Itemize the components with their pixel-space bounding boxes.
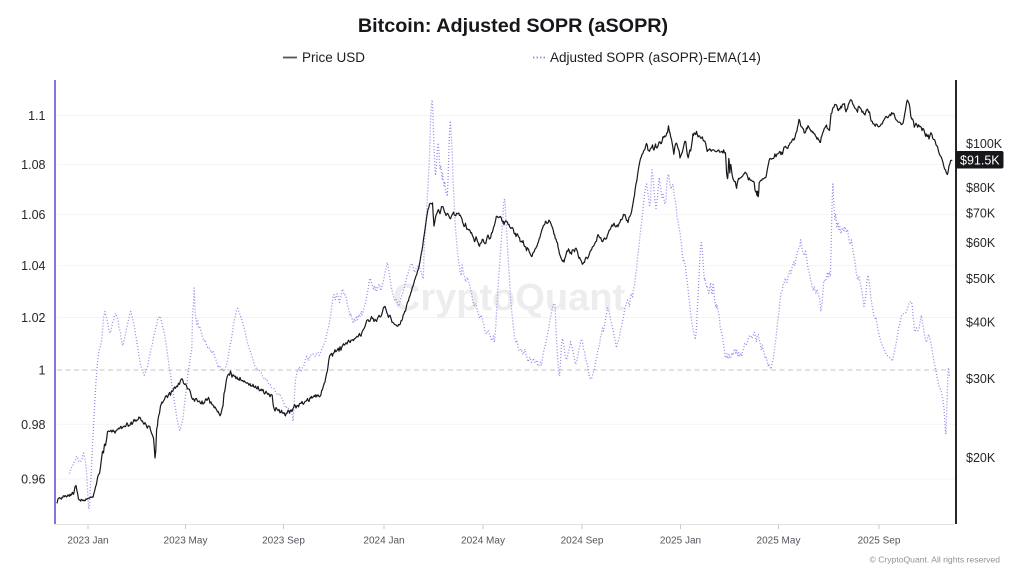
svg-text:CryptoQuant: CryptoQuant [393,277,626,319]
svg-text:2023 Sep: 2023 Sep [262,536,305,547]
svg-text:$80K: $80K [966,181,996,195]
svg-text:2025 Sep: 2025 Sep [858,536,901,547]
svg-text:Bitcoin: Adjusted SOPR (aSOPR): Bitcoin: Adjusted SOPR (aSOPR) [358,15,668,37]
svg-text:0.98: 0.98 [21,418,45,432]
svg-text:Price USD: Price USD [302,50,365,65]
svg-text:2023 Jan: 2023 Jan [67,536,108,547]
svg-text:$91.5K: $91.5K [960,153,1000,167]
svg-text:1.08: 1.08 [21,158,45,172]
svg-text:2024 Jan: 2024 Jan [363,536,404,547]
svg-text:© CryptoQuant. All rights rese: © CryptoQuant. All rights reserved [869,555,1000,565]
svg-text:$20K: $20K [966,451,996,465]
svg-text:0.96: 0.96 [21,473,45,487]
svg-text:1.06: 1.06 [21,208,45,222]
svg-text:1: 1 [39,364,46,378]
svg-text:2025 May: 2025 May [757,536,801,547]
svg-text:2024 Sep: 2024 Sep [561,536,604,547]
svg-text:2023 May: 2023 May [164,536,208,547]
svg-text:1.1: 1.1 [28,109,45,123]
svg-text:$100K: $100K [966,137,1003,151]
svg-text:2024 May: 2024 May [461,536,505,547]
svg-text:$30K: $30K [966,372,996,386]
svg-text:$50K: $50K [966,272,996,286]
svg-text:1.04: 1.04 [21,259,45,273]
svg-text:$40K: $40K [966,316,996,330]
svg-text:Adjusted SOPR (aSOPR)-EMA(14): Adjusted SOPR (aSOPR)-EMA(14) [550,50,761,65]
svg-text:$70K: $70K [966,207,996,221]
svg-text:$60K: $60K [966,236,996,250]
svg-text:2025 Jan: 2025 Jan [660,536,701,547]
svg-text:1.02: 1.02 [21,311,45,325]
